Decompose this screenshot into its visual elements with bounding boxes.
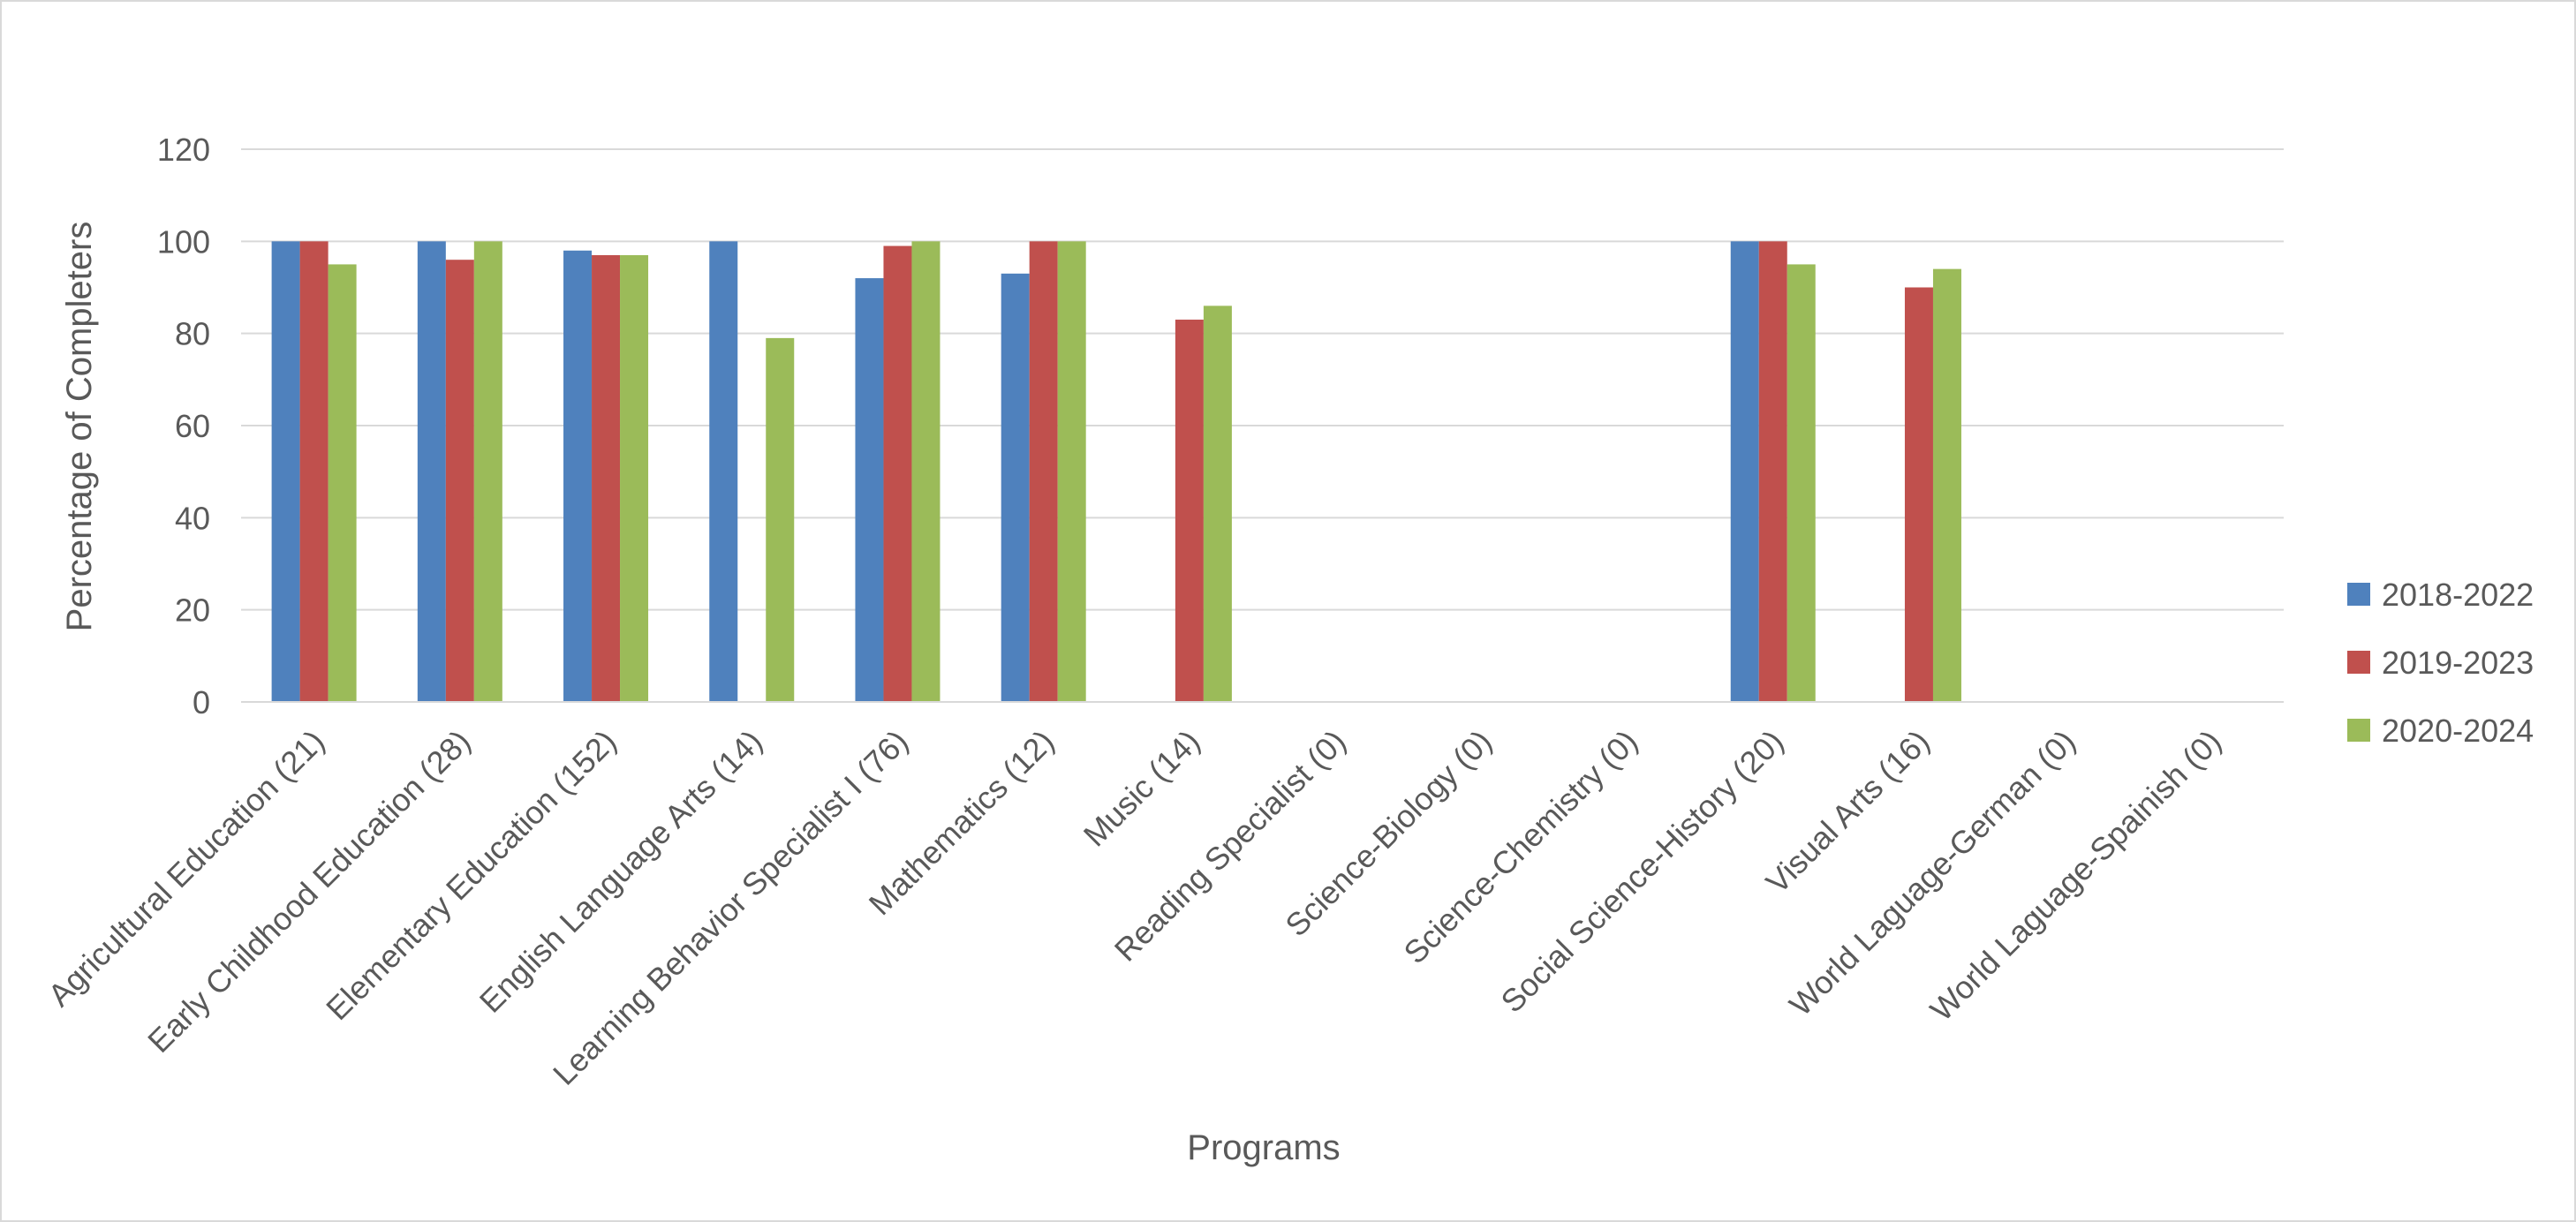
bar-2020-2024-12 <box>1932 268 1961 702</box>
bar-2020-2024-4 <box>766 337 795 702</box>
bar-2019-2023-2 <box>445 260 474 702</box>
bar-2020-2024-3 <box>620 254 649 702</box>
bar-2020-2024-2 <box>473 241 502 702</box>
bar-2018-2022-4 <box>709 241 738 702</box>
gridlines <box>241 148 2284 611</box>
bar-2020-2024-1 <box>328 264 357 702</box>
bar-2018-2022-5 <box>855 278 884 702</box>
x-category-label: Agricultural Education (21) <box>41 723 331 1014</box>
legend-label: 2019-2023 <box>2382 645 2534 681</box>
bar-2018-2022-6 <box>1001 273 1030 702</box>
bar-2019-2023-12 <box>1904 287 1933 702</box>
x-category-label: English Language Arts (14) <box>472 723 769 1020</box>
bar-2018-2022-11 <box>1730 241 1759 702</box>
bar-2019-2023-11 <box>1758 241 1787 702</box>
x-category-label: World Laguage-German (0) <box>1782 723 2082 1023</box>
x-category-label: Science-Chemistry (0) <box>1396 723 1644 971</box>
x-axis-categories: Agricultural Education (21)Early Childho… <box>41 723 2228 1092</box>
x-category-label: World Laguage-Spainish (0) <box>1923 723 2228 1028</box>
x-category-label: Music (14) <box>1076 723 1207 854</box>
y-tick-label: 80 <box>175 316 210 352</box>
bar-2020-2024-11 <box>1787 264 1816 702</box>
legend-swatch <box>2347 583 2370 606</box>
legend-label: 2020-2024 <box>2382 713 2534 749</box>
legend-label: 2018-2022 <box>2382 577 2534 613</box>
bar-2019-2023-3 <box>592 254 621 702</box>
bar-2019-2023-7 <box>1175 320 1204 702</box>
y-tick-label: 20 <box>175 592 210 629</box>
y-tick-label: 0 <box>193 684 210 720</box>
bar-2018-2022-3 <box>563 250 593 702</box>
bar-2019-2023-1 <box>299 241 329 702</box>
x-category-label: Elementary Education (152) <box>319 723 623 1028</box>
y-axis-title: Percentage of Completers <box>60 222 99 632</box>
legend: 2018-2022 2019-2023 2020-2024 <box>2347 577 2534 749</box>
bar-2018-2022-2 <box>417 241 446 702</box>
y-tick-label: 120 <box>157 132 210 168</box>
bar-2020-2024-7 <box>1203 306 1232 702</box>
bar-2020-2024-6 <box>1057 241 1086 702</box>
bar-2019-2023-5 <box>883 245 912 702</box>
bar-2019-2023-6 <box>1029 241 1058 702</box>
x-category-label: Early Childhood Education (28) <box>140 723 477 1060</box>
x-category-label: Social Science-History (20) <box>1493 723 1790 1020</box>
bar-2018-2022-1 <box>271 241 300 702</box>
y-tick-label: 100 <box>157 223 210 260</box>
legend-swatch <box>2347 651 2370 674</box>
x-axis-title: Programs <box>1187 1128 1340 1167</box>
bar-2020-2024-5 <box>911 241 941 702</box>
legend-swatch <box>2347 719 2370 742</box>
y-axis-ticks: 0 20 40 60 80 100 120 <box>157 132 210 720</box>
bars <box>271 241 1961 702</box>
y-tick-label: 40 <box>175 500 210 536</box>
y-tick-label: 60 <box>175 408 210 444</box>
